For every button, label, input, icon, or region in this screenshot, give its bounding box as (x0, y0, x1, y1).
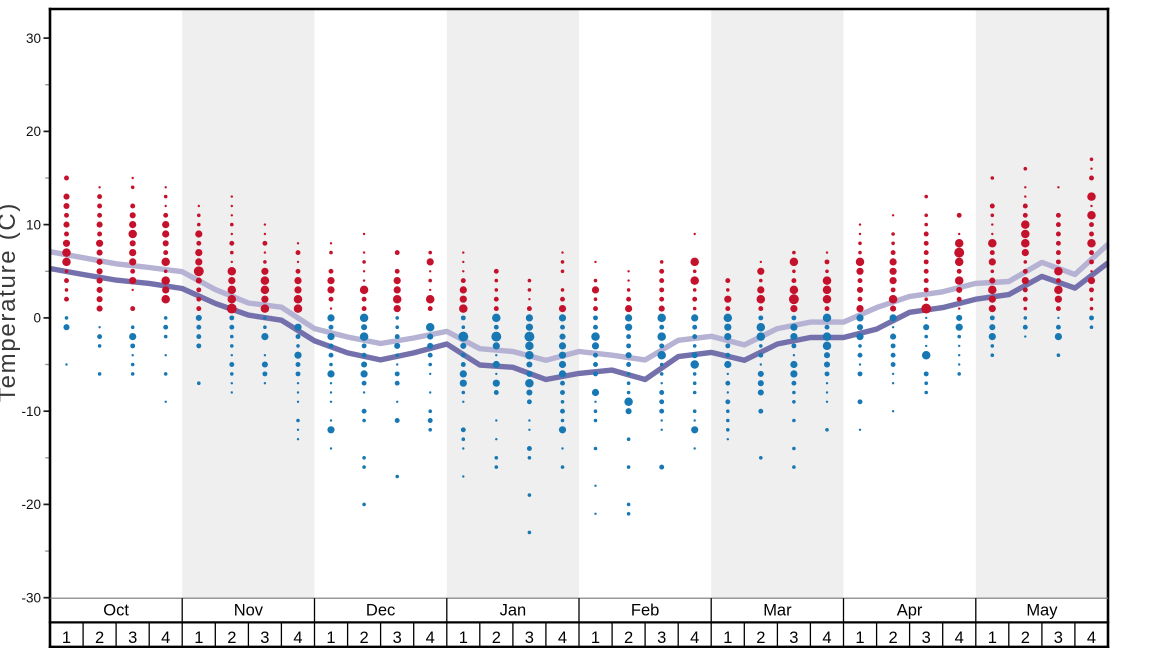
svg-text:1: 1 (723, 629, 732, 647)
svg-text:3: 3 (789, 629, 798, 647)
svg-text:4: 4 (161, 629, 170, 647)
svg-text:-10: -10 (21, 404, 41, 419)
svg-text:Jan: Jan (500, 602, 527, 620)
svg-text:1: 1 (988, 629, 997, 647)
svg-text:Dec: Dec (366, 602, 395, 620)
svg-text:2: 2 (1021, 629, 1030, 647)
svg-text:-30: -30 (21, 590, 41, 605)
svg-text:-20: -20 (21, 497, 41, 512)
svg-text:4: 4 (558, 629, 567, 647)
svg-text:2: 2 (95, 629, 104, 647)
svg-text:Nov: Nov (234, 602, 264, 620)
svg-text:3: 3 (525, 629, 534, 647)
svg-text:4: 4 (690, 629, 699, 647)
svg-text:2: 2 (227, 629, 236, 647)
svg-text:4: 4 (293, 629, 302, 647)
svg-text:20: 20 (26, 124, 41, 139)
svg-text:3: 3 (393, 629, 402, 647)
svg-text:3: 3 (922, 629, 931, 647)
svg-text:1: 1 (326, 629, 335, 647)
svg-text:1: 1 (591, 629, 600, 647)
svg-text:2: 2 (624, 629, 633, 647)
svg-text:3: 3 (657, 629, 666, 647)
svg-text:3: 3 (260, 629, 269, 647)
svg-text:Mar: Mar (763, 602, 792, 620)
svg-text:3: 3 (1054, 629, 1063, 647)
svg-text:4: 4 (822, 629, 831, 647)
svg-text:4: 4 (1087, 629, 1096, 647)
svg-text:4: 4 (426, 629, 435, 647)
svg-text:2: 2 (492, 629, 501, 647)
svg-text:May: May (1026, 602, 1058, 620)
svg-text:4: 4 (955, 629, 964, 647)
svg-text:0: 0 (33, 311, 41, 326)
svg-text:2: 2 (360, 629, 369, 647)
svg-text:3: 3 (128, 629, 137, 647)
svg-text:10: 10 (26, 217, 41, 232)
svg-text:Feb: Feb (631, 602, 659, 620)
svg-text:2: 2 (889, 629, 898, 647)
svg-text:Apr: Apr (897, 602, 923, 620)
svg-text:Oct: Oct (103, 602, 129, 620)
svg-text:Temperature (C): Temperature (C) (0, 202, 21, 402)
svg-text:30: 30 (26, 31, 41, 46)
svg-text:2: 2 (756, 629, 765, 647)
svg-text:1: 1 (459, 629, 468, 647)
svg-text:1: 1 (194, 629, 203, 647)
svg-text:1: 1 (855, 629, 864, 647)
svg-text:1: 1 (62, 629, 71, 647)
